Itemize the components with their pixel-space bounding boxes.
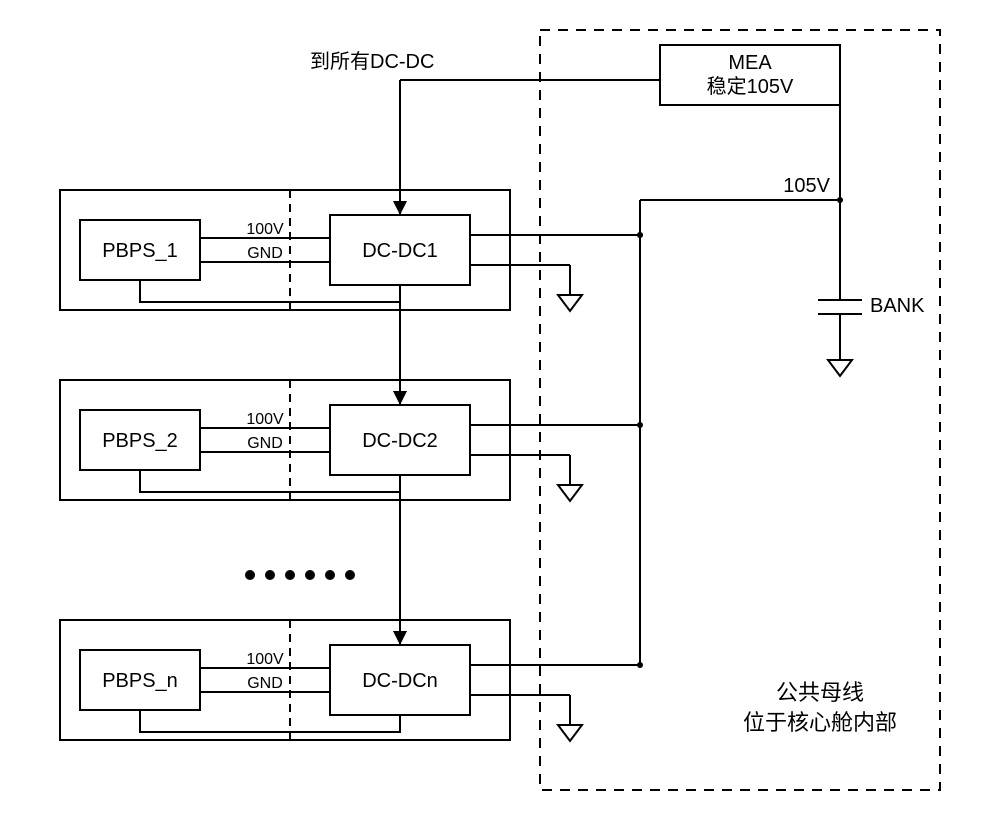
footer-line2: 位于核心舱内部 — [743, 710, 897, 735]
top-label: 到所有DC-DC — [310, 50, 434, 73]
v-label-0: 100V — [246, 221, 284, 238]
bus-voltage-label: 105V — [783, 175, 830, 197]
v-label-1: 100V — [246, 411, 284, 428]
pbps-label-2: PBPS_n — [102, 670, 178, 692]
dcdc-label-top-2: DC-DCn — [362, 670, 438, 692]
g-label-2: GND — [247, 675, 283, 692]
dcdc-label-top-1: DC-DC2 — [362, 430, 438, 452]
circuit-diagram: MEA稳定105V 到所有DC-DC PBPS_1 DC-DC1 100V GND PBPS… — [0, 0, 1000, 813]
dcdc-label-top-0: DC-DC1 — [362, 240, 438, 262]
pbps-label-1: PBPS_2 — [102, 430, 178, 452]
mea-line2: 稳定105V — [707, 75, 794, 98]
g-label-0: GND — [247, 245, 283, 262]
ground-icon — [558, 295, 582, 311]
v-label-2: 100V — [246, 651, 284, 668]
g-label-1: GND — [247, 435, 283, 452]
ground-icon — [558, 485, 582, 501]
bank-label: BANK — [870, 295, 925, 317]
ground-icon — [828, 360, 852, 376]
mea-line1: MEA — [728, 52, 772, 74]
footer-line1: 公共母线 — [776, 680, 864, 705]
ground-icon — [558, 725, 582, 741]
core-compartment — [540, 30, 940, 790]
pbps-label-0: PBPS_1 — [102, 240, 178, 262]
